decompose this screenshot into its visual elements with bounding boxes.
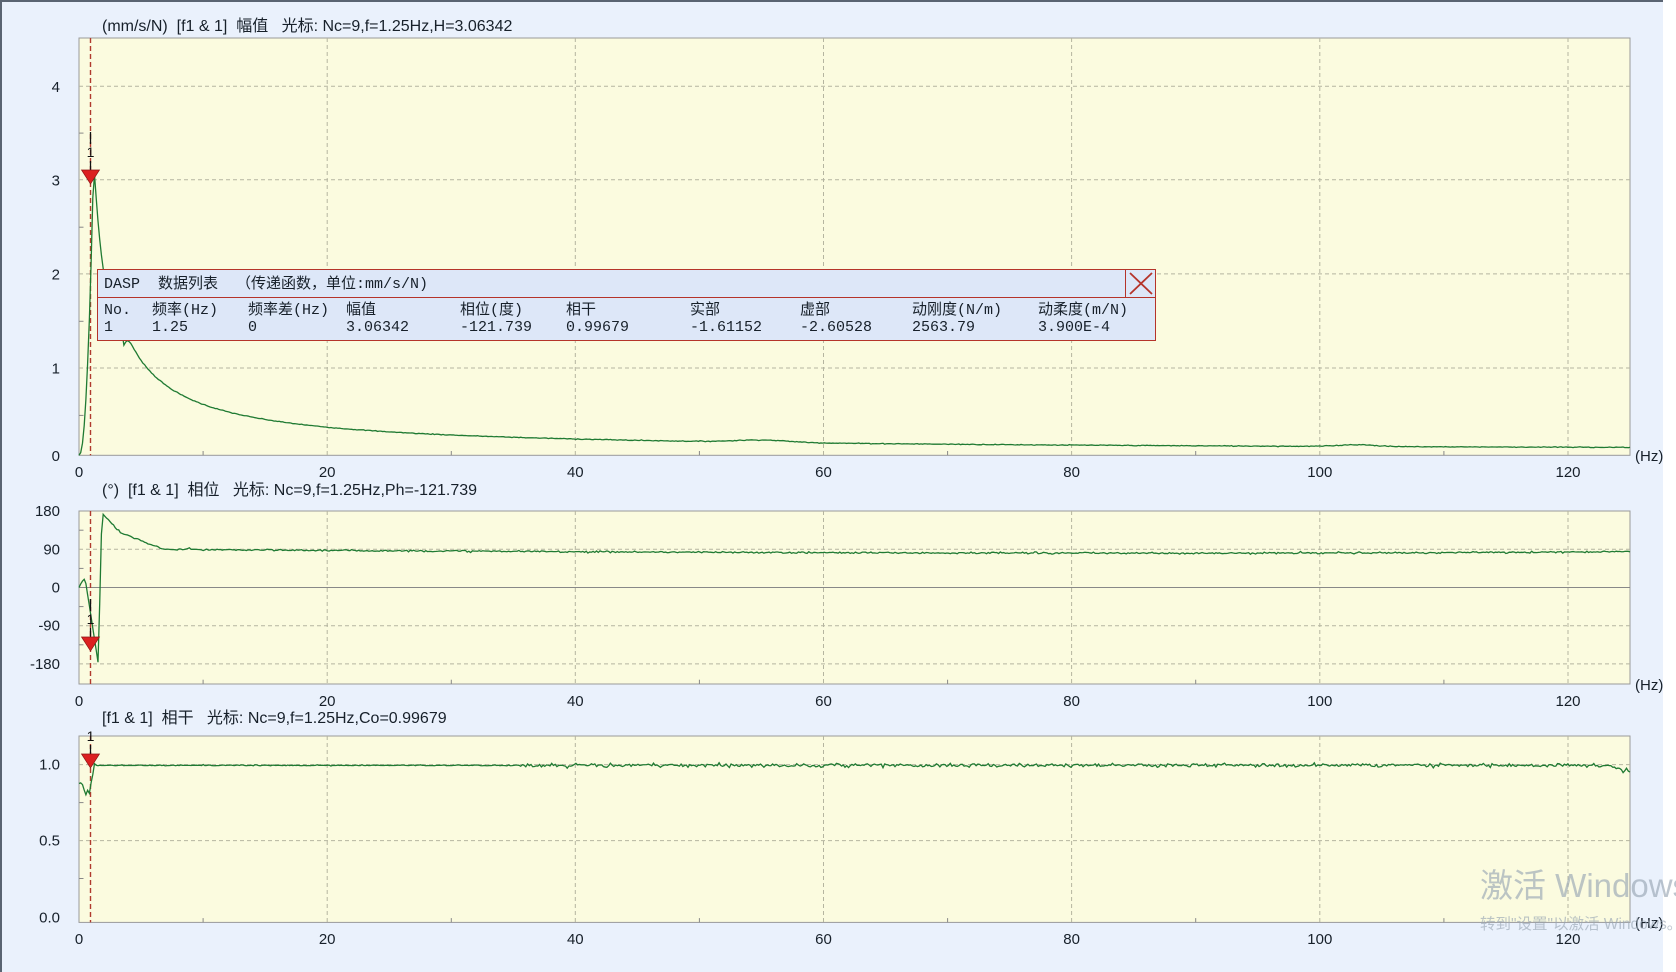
svg-text:-90: -90 xyxy=(38,618,60,635)
svg-text:120: 120 xyxy=(1555,693,1580,710)
svg-text:0: 0 xyxy=(75,693,83,710)
svg-text:100: 100 xyxy=(1307,464,1332,481)
svg-text:0: 0 xyxy=(75,931,83,948)
svg-text:3: 3 xyxy=(52,173,60,190)
svg-text:60: 60 xyxy=(815,931,832,948)
svg-text:40: 40 xyxy=(567,693,584,710)
svg-text:0: 0 xyxy=(52,580,60,597)
svg-text:(Hz): (Hz) xyxy=(1635,448,1663,465)
svg-text:1: 1 xyxy=(87,728,95,744)
svg-text:2: 2 xyxy=(52,267,60,284)
svg-text:0: 0 xyxy=(75,464,83,481)
svg-text:180: 180 xyxy=(35,503,60,520)
svg-text:0: 0 xyxy=(52,448,60,465)
svg-text:1: 1 xyxy=(87,611,95,627)
svg-text:-180: -180 xyxy=(30,656,60,673)
svg-text:80: 80 xyxy=(1063,464,1080,481)
svg-text:1: 1 xyxy=(87,144,95,160)
svg-text:80: 80 xyxy=(1063,693,1080,710)
svg-text:100: 100 xyxy=(1307,931,1332,948)
svg-text:60: 60 xyxy=(815,464,832,481)
svg-text:90: 90 xyxy=(43,541,60,558)
svg-text:120: 120 xyxy=(1555,464,1580,481)
svg-text:1.0: 1.0 xyxy=(39,757,60,774)
svg-text:20: 20 xyxy=(319,693,336,710)
svg-text:80: 80 xyxy=(1063,931,1080,948)
svg-text:40: 40 xyxy=(567,464,584,481)
svg-text:(Hz): (Hz) xyxy=(1635,677,1663,694)
svg-text:0.0: 0.0 xyxy=(39,909,60,926)
svg-text:100: 100 xyxy=(1307,693,1332,710)
svg-text:0.5: 0.5 xyxy=(39,833,60,850)
svg-text:4: 4 xyxy=(52,79,60,96)
svg-text:20: 20 xyxy=(319,931,336,948)
svg-text:1: 1 xyxy=(52,361,60,378)
svg-text:20: 20 xyxy=(319,464,336,481)
svg-text:40: 40 xyxy=(567,931,584,948)
svg-text:60: 60 xyxy=(815,693,832,710)
